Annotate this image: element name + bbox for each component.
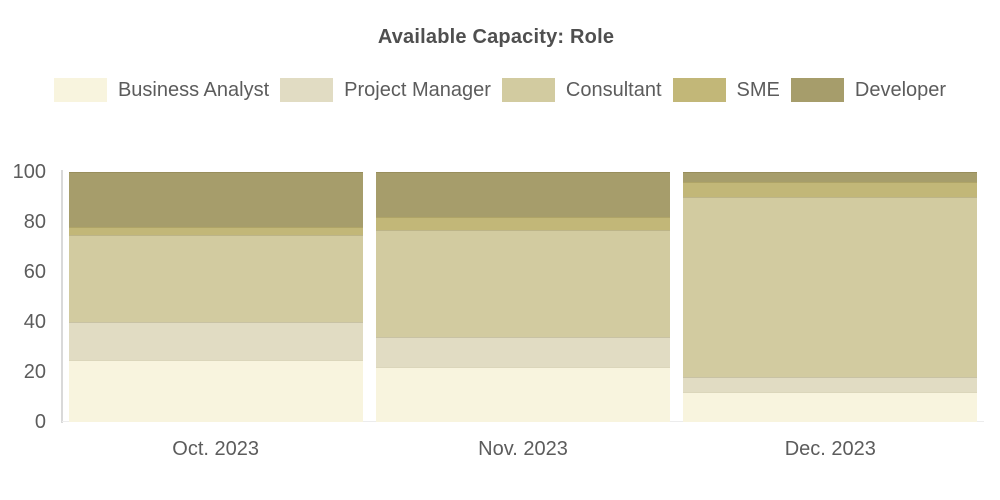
bar-segment-developer-nov-2023[interactable]: [376, 172, 670, 217]
chart-legend: Business Analyst Project Manager Consultan…: [0, 76, 1000, 104]
y-axis-tick-label-40: 40: [23, 311, 46, 333]
legend-item-business-analyst[interactable]: Business Analyst: [53, 78, 270, 102]
y-axis-tick-label-60: 60: [23, 261, 46, 283]
legend-label-developer: Developer: [854, 78, 947, 101]
bar-segment-sme-oct-2023[interactable]: [68, 227, 363, 235]
legend-label-consultant: Consultant: [565, 78, 662, 101]
bar-segment-developer-dec-2023[interactable]: [683, 172, 978, 182]
bar-segment-business-analyst-dec-2023[interactable]: [683, 392, 978, 422]
legend-label-sme: SME: [736, 78, 780, 101]
legend-swatch-icon-developer: [790, 78, 844, 102]
bar-nov-2023: [376, 172, 670, 422]
bar-oct-2023: [68, 172, 363, 422]
legend-swatch-icon-project-manager: [280, 78, 334, 102]
legend-label-business-analyst: Business Analyst: [117, 78, 270, 101]
bar-segment-sme-dec-2023[interactable]: [683, 182, 978, 197]
x-axis-label-dec-2023: Dec. 2023: [784, 438, 876, 460]
x-axis-label-oct-2023: Oct. 2023: [172, 438, 260, 460]
bar-segment-developer-oct-2023[interactable]: [68, 172, 363, 227]
y-axis-tick-label-0: 0: [34, 411, 46, 433]
bar-segment-project-manager-oct-2023[interactable]: [68, 322, 363, 360]
y-axis-tick-label-80: 80: [23, 211, 46, 233]
legend-item-sme[interactable]: SME: [672, 78, 780, 102]
legend-swatch-icon-business-analyst: [53, 78, 107, 102]
bar-segment-consultant-nov-2023[interactable]: [376, 229, 670, 337]
y-axis-tick-label-100: 100: [12, 161, 46, 183]
bar-segment-sme-nov-2023[interactable]: [376, 217, 670, 230]
y-axis-tick-label-20: 20: [23, 361, 46, 383]
bar-segment-project-manager-dec-2023[interactable]: [683, 377, 978, 392]
bar-segment-project-manager-nov-2023[interactable]: [376, 337, 670, 367]
chart-title: Available Capacity: Role: [377, 26, 615, 48]
bar-dec-2023: [683, 172, 978, 422]
bar-segment-consultant-dec-2023[interactable]: [683, 197, 978, 377]
legend-item-project-manager[interactable]: Project Manager: [280, 78, 491, 102]
bar-segment-business-analyst-nov-2023[interactable]: [376, 367, 670, 422]
bar-segment-business-analyst-oct-2023[interactable]: [68, 359, 363, 422]
legend-swatch-icon-consultant: [501, 78, 555, 102]
legend-label-project-manager: Project Manager: [344, 78, 491, 101]
x-axis-label-nov-2023: Nov. 2023: [478, 438, 568, 460]
bar-segment-consultant-oct-2023[interactable]: [68, 234, 363, 322]
legend-swatch-icon-sme: [672, 78, 726, 102]
legend-item-developer[interactable]: Developer: [790, 78, 947, 102]
legend-item-consultant[interactable]: Consultant: [501, 78, 662, 102]
y-axis-line: [61, 170, 63, 423]
